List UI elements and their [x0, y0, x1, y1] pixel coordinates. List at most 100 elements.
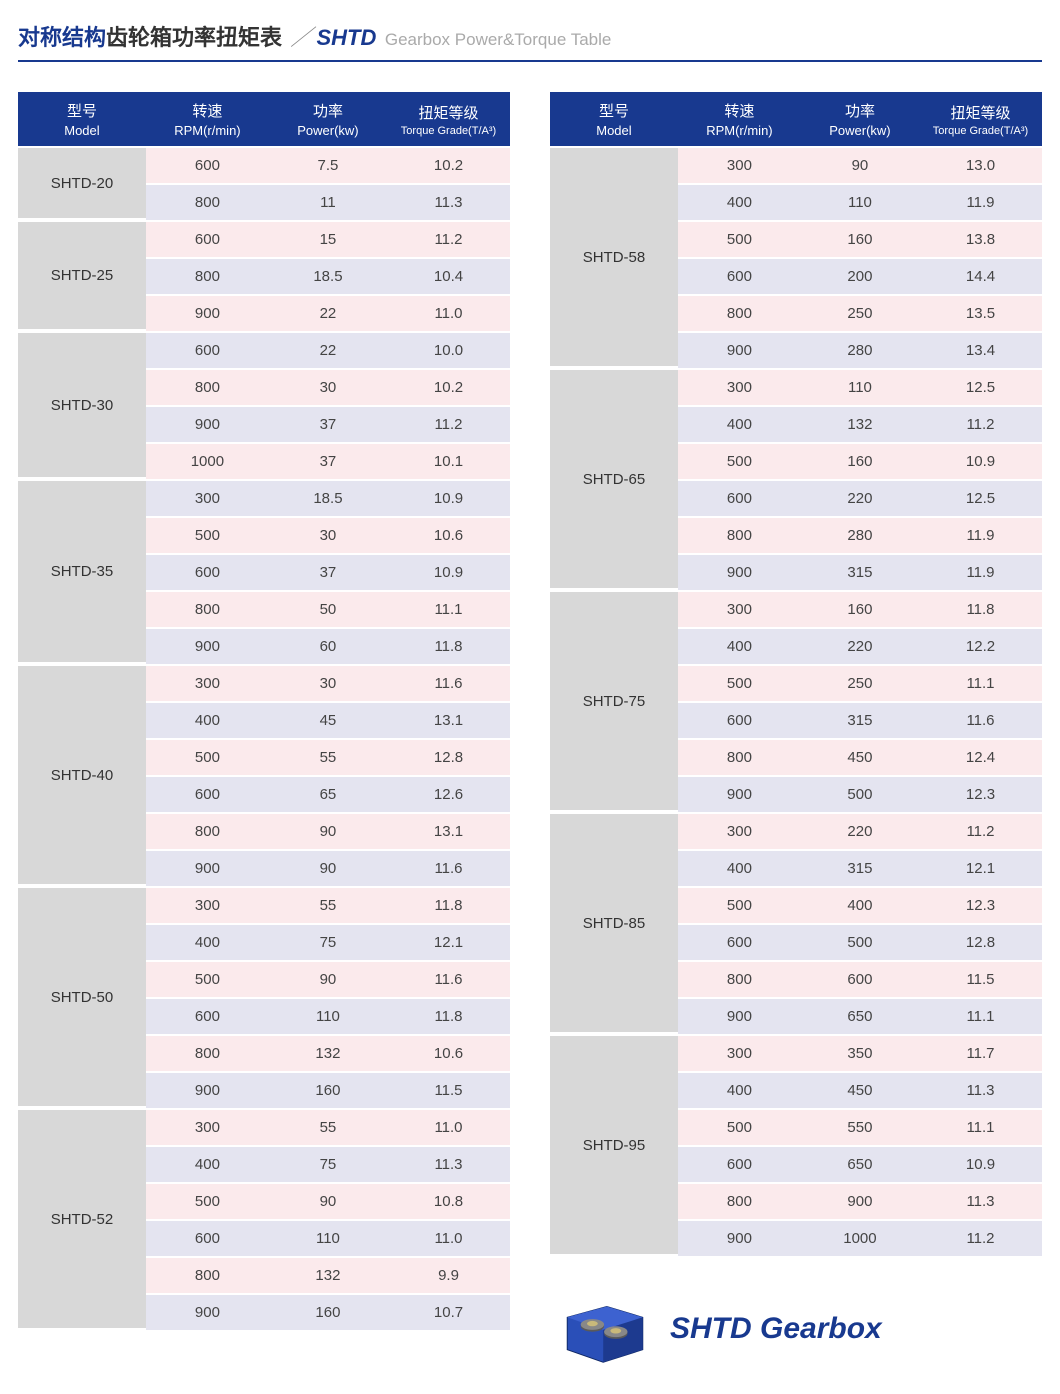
pwr-cell: 55 [269, 740, 387, 775]
pwr-cell: 30 [269, 518, 387, 553]
rpm-cell: 800 [678, 740, 801, 775]
rpm-cell: 600 [146, 222, 269, 257]
trq-cell: 11.6 [387, 666, 510, 701]
trq-cell: 10.9 [387, 555, 510, 590]
pwr-cell: 65 [269, 777, 387, 812]
rpm-cell: 600 [678, 703, 801, 738]
pwr-cell: 110 [269, 1221, 387, 1256]
trq-cell: 11.0 [387, 1110, 510, 1145]
trq-cell: 11.9 [919, 555, 1042, 590]
rpm-cell: 300 [146, 666, 269, 701]
trq-cell: 11.7 [919, 1036, 1042, 1071]
trq-cell: 11.8 [919, 592, 1042, 627]
column-header: 扭矩等级Torque Grade(T/A³) [387, 92, 510, 146]
pwr-cell: 315 [801, 555, 919, 590]
model-cell: SHTD-95 [550, 1036, 678, 1256]
rpm-cell: 600 [678, 1147, 801, 1182]
rpm-cell: 800 [146, 1036, 269, 1071]
trq-cell: 11.2 [919, 407, 1042, 442]
rpm-cell: 300 [146, 888, 269, 923]
pwr-cell: 37 [269, 407, 387, 442]
rpm-cell: 500 [678, 444, 801, 479]
trq-cell: 13.5 [919, 296, 1042, 331]
rpm-cell: 600 [146, 777, 269, 812]
pwr-cell: 280 [801, 333, 919, 368]
trq-cell: 10.2 [387, 148, 510, 183]
trq-cell: 11.1 [919, 666, 1042, 701]
pwr-cell: 220 [801, 629, 919, 664]
trq-cell: 10.1 [387, 444, 510, 479]
pwr-cell: 500 [801, 777, 919, 812]
model-cell: SHTD-35 [18, 481, 146, 664]
pwr-cell: 600 [801, 962, 919, 997]
model-cell: SHTD-20 [18, 148, 146, 220]
trq-cell: 12.8 [387, 740, 510, 775]
pwr-cell: 22 [269, 333, 387, 368]
table-row: SHTD-3530018.510.9 [18, 481, 510, 516]
rpm-cell: 300 [678, 592, 801, 627]
trq-cell: 11.1 [919, 999, 1042, 1034]
pwr-cell: 90 [269, 851, 387, 886]
pwr-cell: 15 [269, 222, 387, 257]
rpm-cell: 800 [678, 962, 801, 997]
rpm-cell: 500 [146, 1184, 269, 1219]
pwr-cell: 11 [269, 185, 387, 220]
model-cell: SHTD-75 [550, 592, 678, 812]
pwr-cell: 160 [269, 1073, 387, 1108]
rpm-cell: 600 [146, 999, 269, 1034]
trq-cell: 10.7 [387, 1295, 510, 1330]
rpm-cell: 400 [678, 185, 801, 220]
pwr-cell: 110 [801, 185, 919, 220]
rpm-cell: 500 [146, 518, 269, 553]
rpm-cell: 600 [146, 148, 269, 183]
pwr-cell: 650 [801, 1147, 919, 1182]
trq-cell: 12.2 [919, 629, 1042, 664]
rpm-cell: 400 [678, 1073, 801, 1108]
rpm-cell: 400 [678, 629, 801, 664]
pwr-cell: 280 [801, 518, 919, 553]
column-header: 转速RPM(r/min) [678, 92, 801, 146]
rpm-cell: 800 [678, 296, 801, 331]
rpm-cell: 900 [678, 333, 801, 368]
trq-cell: 12.8 [919, 925, 1042, 960]
trq-cell: 11.3 [387, 1147, 510, 1182]
trq-cell: 12.3 [919, 888, 1042, 923]
table-row: SHTD-206007.510.2 [18, 148, 510, 183]
title-slash: ／ [290, 25, 312, 50]
rpm-cell: 400 [146, 925, 269, 960]
pwr-cell: 160 [801, 444, 919, 479]
rpm-cell: 600 [678, 481, 801, 516]
title-en: Gearbox Power&Torque Table [385, 30, 612, 49]
rpm-cell: 600 [146, 1221, 269, 1256]
trq-cell: 11.1 [387, 592, 510, 627]
pwr-cell: 37 [269, 555, 387, 590]
table-row: SHTD-9530035011.7 [550, 1036, 1042, 1071]
rpm-cell: 600 [146, 555, 269, 590]
pwr-cell: 450 [801, 740, 919, 775]
trq-cell: 13.1 [387, 814, 510, 849]
pwr-cell: 220 [801, 814, 919, 849]
trq-cell: 12.1 [919, 851, 1042, 886]
trq-cell: 12.1 [387, 925, 510, 960]
pwr-cell: 1000 [801, 1221, 919, 1256]
trq-cell: 12.3 [919, 777, 1042, 812]
pwr-cell: 90 [801, 148, 919, 183]
pwr-cell: 60 [269, 629, 387, 664]
model-cell: SHTD-65 [550, 370, 678, 590]
pwr-cell: 250 [801, 296, 919, 331]
pwr-cell: 37 [269, 444, 387, 479]
trq-cell: 10.9 [919, 1147, 1042, 1182]
rpm-cell: 300 [146, 481, 269, 516]
trq-cell: 10.6 [387, 1036, 510, 1071]
pwr-cell: 22 [269, 296, 387, 331]
pwr-cell: 160 [801, 222, 919, 257]
pwr-cell: 55 [269, 888, 387, 923]
rpm-cell: 800 [146, 185, 269, 220]
trq-cell: 13.4 [919, 333, 1042, 368]
rpm-cell: 1000 [146, 444, 269, 479]
trq-cell: 11.2 [387, 407, 510, 442]
trq-cell: 13.8 [919, 222, 1042, 257]
column-header: 扭矩等级Torque Grade(T/A³) [919, 92, 1042, 146]
rpm-cell: 900 [146, 1295, 269, 1330]
pwr-cell: 30 [269, 666, 387, 701]
